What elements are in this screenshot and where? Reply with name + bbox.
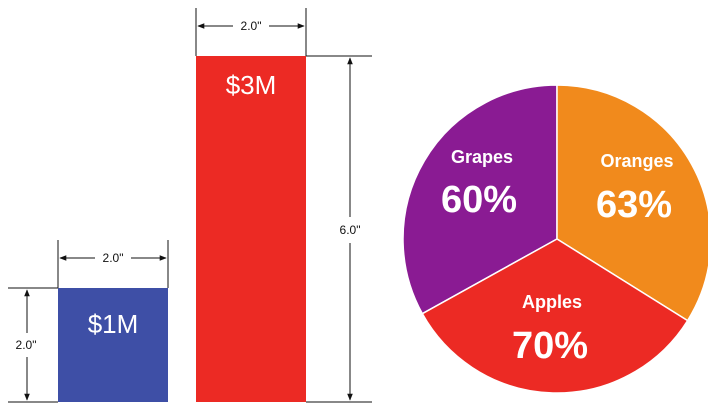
bar-3m	[196, 56, 306, 402]
dimension-large-height	[306, 55, 372, 403]
slice-name-grapes: Grapes	[451, 147, 513, 167]
pie-slice-apples	[421, 238, 689, 394]
slice-name-apples: Apples	[522, 292, 582, 312]
slice-value-oranges: 63%	[596, 184, 672, 226]
dim-label-small-width: 2.0"	[103, 251, 124, 265]
dim-label-large-height: 6.0"	[340, 223, 361, 237]
bar-chart: $1M $3M 2.0" 2.0" 2.0"	[8, 8, 372, 403]
dim-label-small-height: 2.0"	[16, 338, 37, 352]
pie-chart: Grapes 60% Oranges 63% Apples 70%	[402, 84, 708, 394]
dimension-large-width	[195, 8, 307, 56]
dimension-small-width	[57, 240, 169, 288]
pie-slice-grapes	[402, 84, 558, 315]
dim-label-large-width: 2.0"	[241, 19, 262, 33]
slice-value-grapes: 60%	[441, 179, 517, 221]
slice-value-apples: 70%	[512, 325, 588, 367]
slice-name-oranges: Oranges	[600, 151, 673, 171]
bar-label-3m: $3M	[226, 70, 277, 100]
bar-1m	[58, 288, 168, 402]
dimension-small-height	[8, 287, 58, 403]
bar-label-1m: $1M	[88, 309, 139, 339]
